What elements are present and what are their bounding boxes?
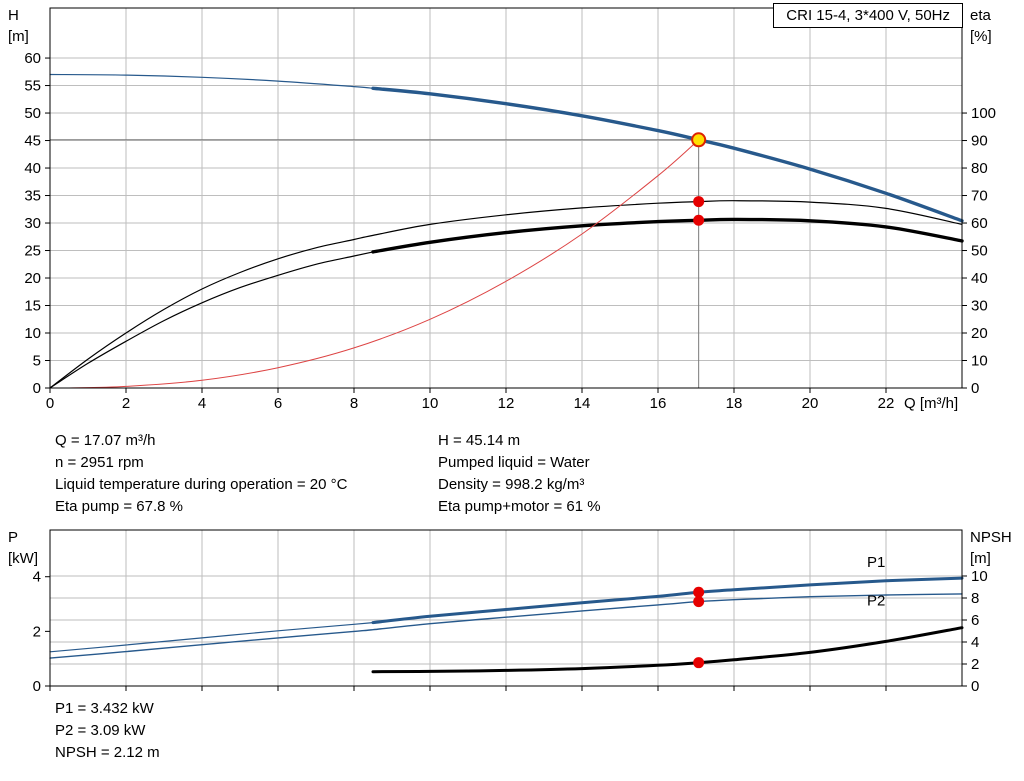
- eta-pump-motor-curve: [49, 251, 374, 389]
- right-axis-tick-label: 30: [971, 298, 988, 315]
- left-axis-tick-label: 15: [24, 298, 41, 315]
- x-axis-tick-label: 12: [498, 395, 515, 412]
- right-axis-tick-label: 2: [971, 656, 979, 673]
- duty-point-marker: [691, 132, 707, 148]
- p1-power-curve: [371, 576, 964, 625]
- p2-power-curve: [49, 593, 963, 659]
- pump-model-title-box: CRI 15-4, 3*400 V, 50Hz: [773, 3, 963, 28]
- curve-point-marker: [693, 214, 705, 226]
- info-line-eta-total: Eta pump+motor = 61 %: [438, 498, 601, 515]
- curve-point-marker: [693, 596, 705, 608]
- x-axis-tick-label: 14: [574, 395, 591, 412]
- npsh-value-line: NPSH = 2.12 m: [55, 744, 160, 761]
- left-axis-tick-label: 2: [33, 623, 41, 640]
- p1-power-curve: [49, 622, 374, 653]
- right-axis-tick-label: 60: [971, 215, 988, 232]
- p2-value-line: P2 = 3.09 kW: [55, 722, 146, 739]
- left-axis-tick-label: 25: [24, 243, 41, 260]
- info-line-density: Density = 998.2 kg/m³: [438, 476, 585, 493]
- left-axis-tick-label: 55: [24, 78, 41, 95]
- left-axis-title: [kW]: [8, 550, 38, 567]
- operating-data-column-left: Q = 17.07 m³/h n = 2951 rpm Liquid tempe…: [55, 430, 347, 518]
- right-axis-tick-label: 50: [971, 243, 988, 260]
- series-label: P1: [867, 554, 885, 571]
- operating-data-column-right: H = 45.14 m Pumped liquid = Water Densit…: [438, 430, 601, 518]
- x-axis-tick-label: 8: [350, 395, 358, 412]
- left-axis-tick-label: 4: [33, 569, 41, 586]
- info-line-speed: n = 2951 rpm: [55, 454, 144, 471]
- right-axis-title: [%]: [970, 28, 992, 45]
- p1-value-line: P1 = 3.432 kW: [55, 700, 154, 717]
- left-axis-tick-label: 35: [24, 188, 41, 205]
- power-data-block: P1 = 3.432 kW P2 = 3.09 kW NPSH = 2.12 m: [55, 698, 160, 764]
- left-axis-tick-label: 30: [24, 215, 41, 232]
- info-line-liquid: Pumped liquid = Water: [438, 454, 590, 471]
- npsh-curve: [371, 626, 964, 674]
- right-axis-tick-label: 20: [971, 325, 988, 342]
- x-axis-tick-label: 10: [422, 395, 439, 412]
- info-line-head: H = 45.14 m: [438, 432, 521, 449]
- system-curve: [68, 139, 700, 389]
- x-axis-tick-label: 4: [198, 395, 206, 412]
- left-axis-tick-label: 20: [24, 270, 41, 287]
- left-axis-tick-label: 0: [33, 678, 41, 695]
- info-line-flow: Q = 17.07 m³/h: [55, 432, 156, 449]
- info-line-temperature: Liquid temperature during operation = 20…: [55, 476, 348, 493]
- left-axis-tick-label: 50: [24, 105, 41, 122]
- right-axis-tick-label: 80: [971, 160, 988, 177]
- head-efficiency-chart: 0510152025303540455055600102030405060708…: [8, 7, 996, 412]
- right-axis-tick-label: 4: [971, 634, 979, 651]
- curve-point-marker: [693, 196, 705, 208]
- right-axis-tick-label: 6: [971, 612, 979, 629]
- x-axis-tick-label: 2: [122, 395, 130, 412]
- pump-model-label: CRI 15-4, 3*400 V, 50Hz: [786, 7, 950, 24]
- pump-qh-curve: [371, 86, 964, 223]
- left-axis-tick-label: 40: [24, 160, 41, 177]
- left-axis-title: H: [8, 7, 19, 24]
- right-axis-tick-label: 10: [971, 353, 988, 370]
- curve-point-marker: [693, 657, 705, 669]
- left-axis-tick-label: 45: [24, 133, 41, 150]
- left-axis-tick-label: 0: [33, 380, 41, 397]
- right-axis-tick-label: 90: [971, 133, 988, 150]
- x-axis-title: Q [m³/h]: [904, 395, 958, 412]
- pump-qh-curve: [49, 73, 374, 89]
- right-axis-tick-label: 0: [971, 678, 979, 695]
- x-axis-tick-label: 0: [46, 395, 54, 412]
- right-axis-tick-label: 0: [971, 380, 979, 397]
- left-axis-tick-label: 10: [24, 325, 41, 342]
- x-axis-tick-label: 18: [726, 395, 743, 412]
- info-line-eta-pump: Eta pump = 67.8 %: [55, 498, 183, 515]
- right-axis-tick-label: 10: [971, 568, 988, 585]
- right-axis-tick-label: 70: [971, 188, 988, 205]
- eta-pump-curve: [49, 200, 963, 389]
- x-axis-tick-label: 16: [650, 395, 667, 412]
- right-axis-title: [m]: [970, 550, 991, 567]
- x-axis-tick-label: 20: [802, 395, 819, 412]
- left-axis-title: [m]: [8, 28, 29, 45]
- power-npsh-chart: 0 2 4 0 2 4 6 8 10 P [kW] NPSH [m] P1 P2: [8, 529, 1012, 695]
- left-axis-tick-label: 5: [33, 353, 41, 370]
- left-axis-title: P: [8, 529, 18, 546]
- x-axis-tick-label: 22: [878, 395, 895, 412]
- eta-pump-motor-curve: [371, 217, 964, 254]
- series-label: P2: [867, 592, 885, 609]
- curve-point-marker: [693, 586, 705, 598]
- right-axis-tick-label: 100: [971, 105, 996, 122]
- right-axis-tick-label: 8: [971, 590, 979, 607]
- right-axis-title: eta: [970, 7, 992, 24]
- x-axis-tick-label: 6: [274, 395, 282, 412]
- left-axis-tick-label: 60: [24, 50, 41, 67]
- right-axis-tick-label: 40: [971, 270, 988, 287]
- right-axis-title: NPSH: [970, 529, 1012, 546]
